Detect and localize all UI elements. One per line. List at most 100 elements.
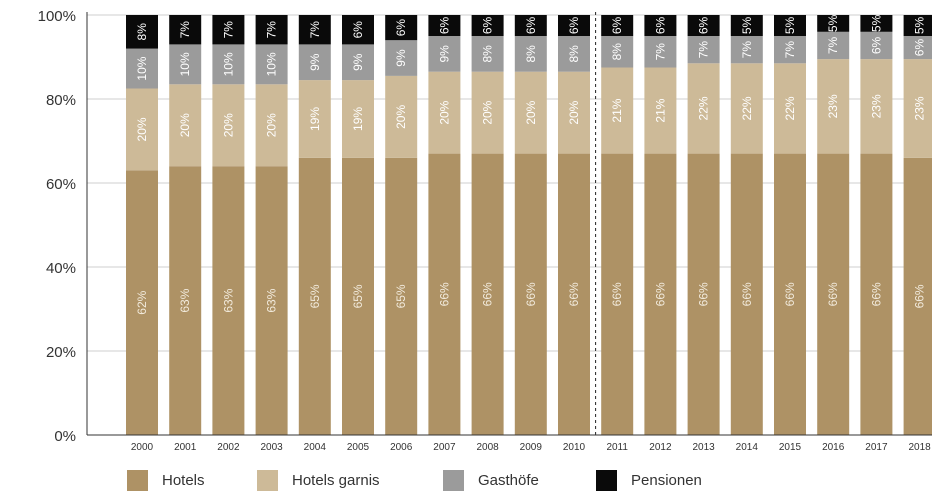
bar-hotels-garnis-2000 <box>126 88 158 171</box>
data-label-pensionen: 5% <box>913 16 927 34</box>
data-label-gasthoefe: 7% <box>740 41 754 59</box>
bar-gasthoefe-2001 <box>169 44 202 85</box>
bar-pensionen-2015 <box>774 15 806 36</box>
bar-pensionen-2018 <box>903 15 932 36</box>
x-tick-label: 2011 <box>606 442 628 453</box>
bar-hotels-garnis-2014 <box>730 63 763 154</box>
bar-pensionen-2002 <box>212 15 245 45</box>
y-tick-label: 60% <box>46 176 76 193</box>
data-label-hotels: 65% <box>394 284 408 308</box>
legend-label-pensionen: Pensionen <box>631 472 702 489</box>
data-label-gasthoefe: 10% <box>221 52 235 76</box>
data-label-hotels: 66% <box>740 282 754 306</box>
x-tick-label: 2000 <box>131 442 154 453</box>
data-label-pensionen: 6% <box>394 19 408 37</box>
legend-label-hotels: Hotels <box>162 472 205 489</box>
bar-pensionen-2013 <box>687 15 720 36</box>
x-tick-label: 2015 <box>779 442 802 453</box>
data-label-pensionen: 5% <box>869 14 883 32</box>
data-label-pensionen: 6% <box>653 16 667 34</box>
data-label-pensionen: 7% <box>221 21 235 39</box>
bar-hotels-garnis-2006 <box>385 75 418 158</box>
bar-pensionen-2010 <box>558 15 590 36</box>
x-tick-label: 2018 <box>908 442 931 453</box>
data-label-gasthoefe: 8% <box>567 45 581 63</box>
bar-gasthoefe-2013 <box>687 36 720 64</box>
bar-gasthoefe-2009 <box>514 36 547 72</box>
legend-swatch-pensionen <box>596 470 617 491</box>
legend-item-hotels: Hotels <box>127 470 205 491</box>
bar-pensionen-2012 <box>644 15 677 36</box>
x-tick-label: 2017 <box>865 442 888 453</box>
bar-hotels-2001 <box>169 166 202 435</box>
bar-hotels-garnis-2011 <box>601 67 634 154</box>
bar-hotels-2005 <box>342 157 374 436</box>
y-tick-label: 80% <box>46 92 76 109</box>
x-tick-label: 2016 <box>822 442 845 453</box>
data-label-gasthoefe: 6% <box>869 36 883 54</box>
data-label-hotels-garnis: 19% <box>351 107 365 131</box>
data-label-hotels-garnis: 22% <box>697 96 711 120</box>
x-tick-label: 2006 <box>390 442 413 453</box>
data-label-hotels-garnis: 22% <box>783 96 797 120</box>
data-label-pensionen: 6% <box>351 21 365 39</box>
x-tick-label: 2008 <box>476 442 499 453</box>
bar-hotels-garnis-2005 <box>342 80 374 158</box>
x-tick-label: 2004 <box>304 442 327 453</box>
bar-gasthoefe-2012 <box>644 36 677 68</box>
bar-hotels-2007 <box>428 153 461 435</box>
chart-plot: 0% 20% 40% 60% 80% 100% 62% 63% 63% 63% 65% 65% 65% 6… <box>38 8 932 453</box>
bar-hotels-garnis-2018 <box>903 59 932 158</box>
bar-pensionen-2014 <box>730 15 763 36</box>
bar-hotels-2011 <box>601 153 634 435</box>
bar-hotels-garnis-2002 <box>212 84 245 167</box>
legend-item-pensionen: Pensionen <box>596 470 702 491</box>
bar-pensionen-2008 <box>471 15 504 36</box>
data-label-pensionen: 6% <box>567 16 581 34</box>
data-label-hotels-garnis: 20% <box>481 100 495 124</box>
bar-hotels-2004 <box>298 157 331 436</box>
data-label-hotels-garnis: 20% <box>178 113 192 137</box>
x-tick-label: 2007 <box>433 442 456 453</box>
bar-pensionen-2001 <box>169 15 202 45</box>
bar-pensionen-2006 <box>385 15 418 41</box>
data-label-pensionen: 6% <box>610 16 624 34</box>
bar-gasthoefe-2000 <box>126 48 158 89</box>
bar-gasthoefe-2014 <box>730 36 763 64</box>
data-label-hotels: 66% <box>481 282 495 306</box>
data-label-gasthoefe: 7% <box>653 43 667 61</box>
data-label-gasthoefe: 7% <box>826 36 840 54</box>
legend-item-hotels-garnis: Hotels garnis <box>257 470 380 491</box>
legend-swatch-hotels <box>127 470 148 491</box>
bar-hotels-2010 <box>558 153 590 435</box>
bar-hotels-2016 <box>817 153 850 435</box>
bar-pensionen-2016 <box>817 15 850 32</box>
bar-hotels-garnis-2016 <box>817 59 850 154</box>
data-label-hotels-garnis: 22% <box>740 96 754 120</box>
data-label-pensionen: 7% <box>308 21 322 39</box>
data-label-hotels-garnis: 20% <box>265 113 279 137</box>
x-tick-label: 2013 <box>692 442 715 453</box>
data-label-hotels: 66% <box>610 282 624 306</box>
data-label-hotels-garnis: 20% <box>437 100 451 124</box>
data-label-gasthoefe: 10% <box>135 56 149 80</box>
x-tick-label: 2009 <box>520 442 543 453</box>
bar-gasthoefe-2010 <box>558 36 590 72</box>
legend-swatch-gasthoefe <box>443 470 464 491</box>
data-label-pensionen: 5% <box>826 14 840 32</box>
bar-gasthoefe-2006 <box>385 40 418 76</box>
data-label-pensionen: 6% <box>697 16 711 34</box>
bar-gasthoefe-2018 <box>903 36 932 60</box>
data-label-hotels-garnis: 23% <box>869 94 883 118</box>
bar-hotels-garnis-2003 <box>255 84 288 167</box>
bar-hotels-2015 <box>774 153 806 435</box>
bar-pensionen-2003 <box>255 15 288 45</box>
data-label-hotels: 63% <box>178 288 192 312</box>
bar-gasthoefe-2002 <box>212 44 245 85</box>
x-tick-label: 2005 <box>347 442 370 453</box>
bar-gasthoefe-2016 <box>817 31 850 60</box>
bar-hotels-garnis-2013 <box>687 63 720 154</box>
y-tick-label: 100% <box>38 8 76 25</box>
data-label-gasthoefe: 10% <box>178 52 192 76</box>
data-label-pensionen: 6% <box>437 16 451 34</box>
